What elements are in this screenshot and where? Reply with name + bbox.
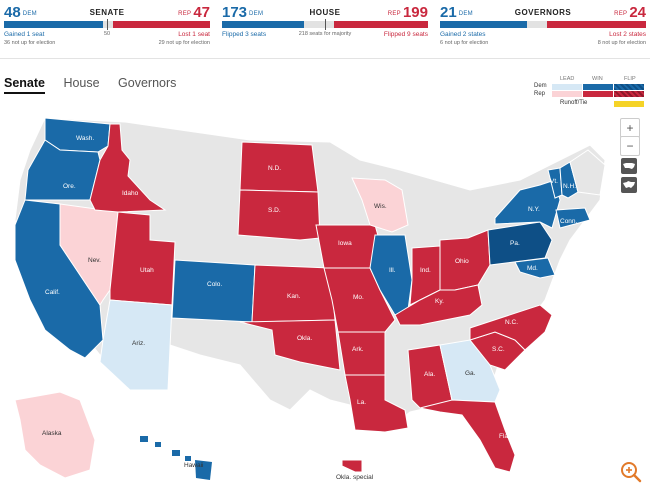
senate-rep-fill bbox=[113, 21, 210, 28]
house-dem-fill bbox=[222, 21, 304, 28]
state-okla[interactable] bbox=[239, 319, 341, 371]
state-colo[interactable] bbox=[171, 259, 256, 323]
governors-race-summary[interactable]: 21 DEM GOVERNORS REP 24 Gained 2 states 6 … bbox=[436, 4, 650, 46]
legend-rep-lead-swatch bbox=[552, 91, 582, 97]
governors-dem-fill bbox=[440, 21, 527, 28]
magnify-icon[interactable] bbox=[619, 460, 643, 484]
governors-rep-change: Lost 2 states bbox=[609, 31, 646, 38]
us-map-icon bbox=[623, 163, 635, 169]
legend-dem-label: Dem bbox=[534, 83, 547, 89]
senate-race-summary[interactable]: 48 DEM SENATE REP 47 Gained 1 seat 36 not … bbox=[0, 4, 214, 46]
senate-majority-marker bbox=[107, 19, 108, 30]
legend-dem-win-swatch bbox=[583, 84, 613, 90]
legend-runoff-label: Runoff/Tie bbox=[560, 100, 588, 106]
governors-rep-fill bbox=[547, 21, 646, 28]
state-sd[interactable] bbox=[237, 189, 321, 241]
state-la[interactable] bbox=[344, 374, 409, 433]
house-rep-count: REP 199 bbox=[387, 4, 428, 21]
legend-rep-label: Rep bbox=[534, 91, 546, 97]
state-utah[interactable] bbox=[109, 211, 176, 306]
legend-runoff-swatch bbox=[614, 101, 644, 107]
zoom-out-button[interactable]: − bbox=[620, 136, 640, 156]
senate-majority-note: 50 bbox=[103, 31, 111, 37]
house-majority-note: 218 seats for majority bbox=[298, 31, 352, 37]
state-nc[interactable] bbox=[469, 304, 553, 351]
legend-rep-win-swatch bbox=[583, 91, 613, 97]
governors-dem-change: Gained 2 states bbox=[440, 31, 486, 38]
senate-dem-count: 48 DEM bbox=[4, 4, 37, 21]
state-md[interactable] bbox=[514, 257, 556, 279]
state-ky[interactable] bbox=[394, 284, 483, 326]
state-fla[interactable] bbox=[419, 399, 516, 473]
senate-rep-change: Lost 1 seat bbox=[178, 31, 210, 38]
state-ny[interactable] bbox=[494, 179, 561, 229]
senate-dem-fill bbox=[4, 21, 103, 28]
map-legend: LEAD WIN FLIP Dem Rep Runoff/Tie bbox=[520, 76, 646, 112]
state-hawaii[interactable] bbox=[140, 436, 212, 480]
results-scoreboard: 48 DEM SENATE REP 47 Gained 1 seat 36 not … bbox=[0, 0, 650, 48]
tab-governors[interactable]: Governors bbox=[118, 76, 177, 90]
senate-dem-change: Gained 1 seat bbox=[4, 31, 45, 38]
state-nh[interactable] bbox=[559, 161, 579, 199]
governors-rep-not-up: 8 not up for election bbox=[597, 40, 646, 46]
senate-seat-bar bbox=[4, 19, 210, 30]
zoom-in-button[interactable]: + bbox=[620, 118, 640, 138]
senate-results-map: Wash. Ore. Calif. Nev. Idaho Utah Ariz. … bbox=[14, 117, 606, 481]
state-idaho[interactable] bbox=[89, 123, 167, 213]
state-maine[interactable] bbox=[569, 149, 606, 196]
legend-win-header: WIN bbox=[592, 76, 603, 82]
senate-rep-not-up: 29 not up for election bbox=[158, 40, 210, 46]
legend-rep-flip-swatch bbox=[614, 91, 644, 97]
senate-dem-not-up: 36 not up for election bbox=[4, 40, 56, 46]
legend-flip-header: FLIP bbox=[624, 76, 636, 82]
state-nd[interactable] bbox=[239, 141, 319, 193]
cartogram-view-button[interactable] bbox=[621, 177, 637, 193]
house-title: HOUSE bbox=[309, 8, 341, 17]
legend-dem-lead-swatch bbox=[552, 84, 582, 90]
house-race-summary[interactable]: 173 DEM HOUSE REP 199 Flipped 3 seats 218 … bbox=[218, 4, 432, 46]
tab-senate[interactable]: Senate bbox=[4, 76, 45, 94]
governors-seat-bar bbox=[440, 21, 646, 28]
cartogram-icon bbox=[623, 181, 635, 188]
house-dem-change: Flipped 3 seats bbox=[222, 31, 267, 38]
governors-dem-count: 21 DEM bbox=[440, 4, 473, 21]
header-divider bbox=[0, 58, 650, 59]
house-rep-change: Flipped 9 seats bbox=[383, 31, 428, 38]
state-okla-special[interactable] bbox=[341, 459, 363, 473]
governors-dem-not-up: 6 not up for election bbox=[440, 40, 489, 46]
tab-house[interactable]: House bbox=[63, 76, 100, 90]
legend-dem-flip-swatch bbox=[614, 84, 644, 90]
state-kan[interactable] bbox=[251, 264, 336, 323]
house-rep-fill bbox=[333, 21, 428, 28]
house-seat-bar bbox=[222, 19, 428, 30]
state-alaska[interactable] bbox=[14, 391, 96, 479]
governors-title: GOVERNORS bbox=[514, 8, 572, 17]
state-ariz[interactable] bbox=[99, 299, 173, 391]
us-view-button[interactable] bbox=[621, 158, 637, 174]
governors-rep-count: REP 24 bbox=[614, 4, 646, 21]
state-wis[interactable] bbox=[351, 177, 409, 233]
house-dem-count: 173 DEM bbox=[222, 4, 264, 21]
chamber-tabs: Senate House Governors bbox=[4, 74, 190, 94]
state-pa[interactable] bbox=[487, 221, 553, 266]
senate-title: SENATE bbox=[89, 8, 125, 17]
state-ark[interactable] bbox=[337, 331, 386, 376]
senate-rep-count: REP 47 bbox=[178, 4, 210, 21]
legend-lead-header: LEAD bbox=[560, 76, 575, 82]
house-majority-marker bbox=[325, 19, 326, 30]
state-conn[interactable] bbox=[555, 207, 591, 229]
label-okla-special: Okla. special bbox=[336, 474, 374, 481]
